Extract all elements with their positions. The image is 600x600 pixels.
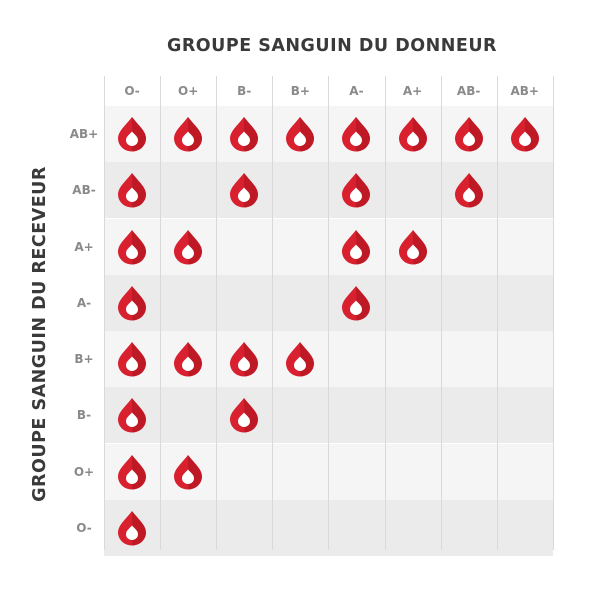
donor-group-header: AB- — [456, 84, 481, 98]
blood-drop-icon — [230, 117, 259, 152]
blood-drop-icon — [286, 117, 315, 152]
blood-drop-icon — [454, 117, 483, 152]
blood-drop-icon — [510, 117, 539, 152]
grid-column-divider — [104, 76, 105, 550]
donor-group-header: AB+ — [510, 84, 540, 98]
grid-column-divider — [160, 76, 162, 550]
blood-drop-icon — [174, 117, 203, 152]
donor-group-header: O- — [124, 84, 140, 98]
blood-drop-icon — [118, 229, 147, 265]
grid-column-divider — [384, 76, 386, 550]
receiver-group-header: B+ — [74, 352, 94, 367]
blood-drop-icon — [174, 342, 203, 377]
receiver-group-header: AB- — [72, 183, 96, 198]
blood-drop-icon — [454, 173, 483, 208]
donor-group-header: A- — [349, 84, 364, 98]
blood-drop-icon — [342, 117, 371, 152]
donor-group-header: A+ — [402, 84, 423, 98]
blood-drop-icon — [230, 342, 259, 377]
blood-drop-icon — [342, 173, 371, 208]
receiver-group-header: AB+ — [69, 127, 99, 142]
receiver-group-header: A- — [76, 295, 92, 310]
blood-drop-icon — [230, 173, 259, 208]
receiver-group-header: O- — [76, 520, 92, 535]
receiver-group-header: O+ — [73, 464, 95, 479]
blood-drop-icon — [286, 342, 315, 377]
receiver-group-header: A+ — [74, 239, 94, 254]
blood-drop-icon — [174, 229, 203, 265]
receiver-group-header: B- — [76, 408, 92, 423]
blood-drop-icon — [230, 398, 259, 433]
blood-drop-icon — [118, 117, 147, 152]
grid-column-divider — [496, 76, 498, 550]
donor-group-header: O+ — [178, 84, 199, 98]
blood-drop-icon — [174, 454, 203, 490]
donor-axis-title: GROUPE SANGUIN DU DONNEUR — [166, 36, 498, 56]
donor-group-header: B+ — [290, 84, 310, 98]
grid-column-divider — [440, 76, 442, 550]
grid-column-divider — [328, 76, 330, 550]
blood-drop-icon — [118, 342, 147, 377]
blood-drop-icon — [118, 173, 147, 208]
receiver-axis-title: GROUPE SANGUIN DU RECEVEUR — [30, 166, 50, 502]
grid-column-divider — [552, 76, 554, 550]
blood-drop-icon — [342, 285, 371, 321]
grid-column-divider — [216, 76, 218, 550]
blood-drop-icon — [118, 285, 147, 321]
blood-drop-icon — [118, 398, 147, 433]
blood-drop-icon — [118, 510, 147, 546]
blood-drop-icon — [398, 229, 427, 265]
blood-drop-icon — [398, 117, 427, 152]
blood-drop-icon — [118, 454, 147, 490]
blood-drop-icon — [342, 229, 371, 265]
donor-group-header: B- — [237, 84, 252, 98]
grid-column-divider — [272, 76, 274, 550]
